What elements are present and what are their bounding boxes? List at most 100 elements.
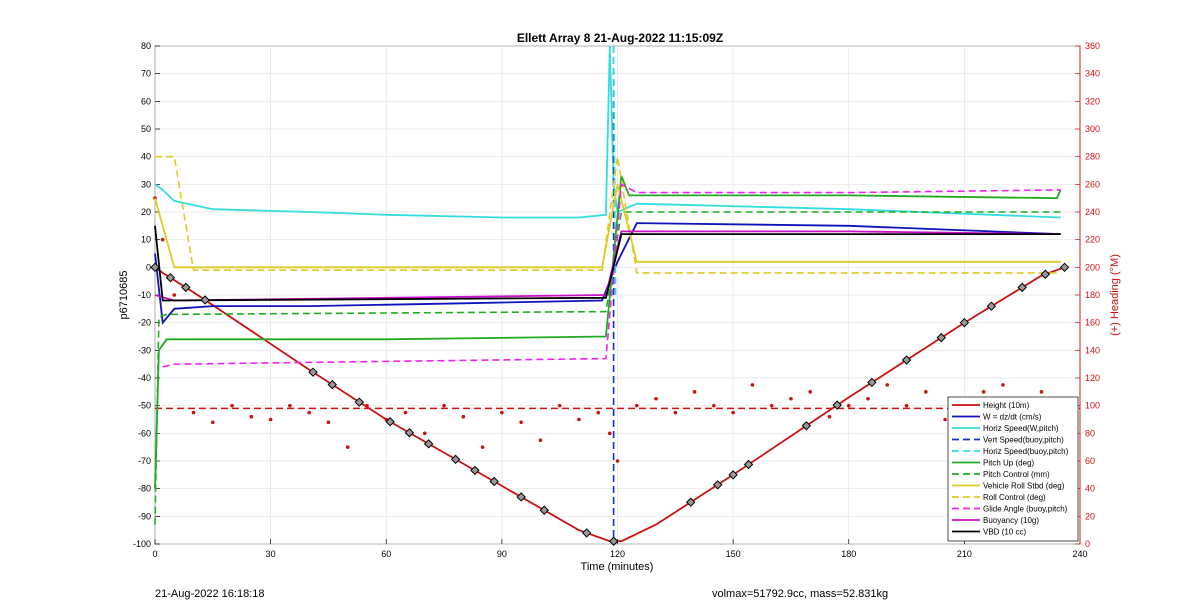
y2-tick-label: 340: [1085, 69, 1100, 79]
heading-point: [634, 403, 639, 408]
y-tick-label: -10: [138, 290, 151, 300]
y-tick-label: -70: [138, 456, 151, 466]
y2-axis-label: (+) Heading (°M): [1109, 254, 1121, 336]
y2-tick-label: 320: [1085, 96, 1100, 106]
height-marker: [686, 497, 696, 507]
heading-point: [230, 403, 234, 408]
height-marker: [181, 282, 191, 293]
y-tick-label: -20: [138, 318, 151, 328]
y-tick-label: 60: [141, 96, 151, 106]
heading-point: [943, 417, 947, 422]
height-marker: [1017, 282, 1027, 293]
legend-label: Buoyancy (10g): [983, 516, 1039, 525]
legend-label: Vert Speed(buoy,pitch): [983, 436, 1064, 445]
heading-point: [731, 410, 735, 415]
x-tick-label: 0: [152, 549, 157, 559]
series-layer: [150, 45, 1080, 546]
x-axis-label: Time (minutes): [581, 561, 654, 573]
heading-point: [866, 396, 870, 401]
y-tick-label: 0: [146, 262, 151, 272]
y2-tick-label: 260: [1085, 179, 1100, 189]
heading-point: [750, 383, 755, 387]
series-line-vehicle-roll-stbd-deg: [154, 184, 1061, 269]
heading-point: [904, 403, 909, 408]
heading-point: [827, 414, 832, 419]
heading-point: [461, 414, 466, 419]
y-tick-label: 10: [141, 235, 151, 245]
height-marker: [404, 428, 415, 438]
x-tick-label: 150: [726, 549, 741, 559]
heading-point: [480, 445, 485, 449]
y-tick-label: 20: [141, 207, 151, 217]
axis-layer: 0 30 60 90 120 150 180 210 240-100-90-80-70-60-5…: [133, 41, 1100, 559]
heading-point: [692, 390, 697, 394]
height-marker: [489, 476, 499, 487]
series-line-pitch-control-mm: [154, 211, 1061, 525]
y-tick-label: -50: [138, 401, 151, 411]
series-line-roll-control-deg: [155, 155, 1061, 274]
heading-point: [249, 414, 254, 419]
heading-point: [981, 390, 986, 394]
legend-label: Horiz Speed(buoy,pitch): [983, 447, 1069, 456]
heading-point: [519, 420, 523, 425]
legend-label: Pitch Up (deg): [983, 459, 1034, 468]
height-marker: [470, 465, 480, 476]
y-tick-label: -100: [133, 539, 151, 549]
heading-point: [422, 431, 427, 436]
x-tick-label: 90: [497, 549, 507, 559]
y-tick-label: -30: [138, 345, 151, 355]
y2-tick-label: 0: [1085, 539, 1090, 549]
series-line-pitch-up-deg: [154, 175, 1062, 489]
legend: Height (10m) W = dz/dt (cm/s) Horiz Speed(…: [947, 396, 1079, 542]
y-tick-label: -60: [138, 428, 151, 438]
height-marker: [200, 295, 210, 305]
y-tick-label: 80: [141, 41, 151, 51]
heading-point: [846, 403, 851, 408]
heading-point: [172, 293, 177, 297]
y-tick-label: -80: [138, 484, 151, 494]
y2-tick-label: 160: [1085, 318, 1100, 328]
heading-point: [808, 390, 813, 394]
legend-label: W = dz/dt (cm/s): [983, 413, 1042, 422]
height-marker: [959, 317, 970, 328]
series-line-glide-angle-buoy-pitch: [162, 183, 1061, 368]
series-line-horiz-speed-w-pitch: [154, 45, 1061, 219]
height-marker: [986, 301, 997, 311]
y-tick-label: -40: [138, 373, 151, 383]
heading-point: [607, 431, 612, 436]
x-tick-label: 30: [266, 549, 276, 559]
x-tick-label: 60: [381, 549, 391, 559]
heading-point: [596, 410, 601, 415]
legend-label: VBD (10 cc): [983, 528, 1026, 537]
height-marker: [423, 439, 434, 449]
y2-tick-label: 180: [1085, 290, 1100, 300]
legend-label: Horiz Speed(W,pitch): [983, 424, 1059, 433]
height-marker: [1059, 262, 1070, 273]
heading-point: [712, 403, 716, 408]
legend-label: Vehicle Roll Stbd (deg): [983, 482, 1065, 491]
heading-point: [673, 410, 678, 415]
heading-point: [557, 403, 562, 408]
y-tick-label: 70: [141, 69, 151, 79]
x-tick-label: 120: [610, 549, 625, 559]
legend-label: Glide Angle (buoy,pitch): [983, 505, 1068, 514]
height-marker: [936, 332, 946, 343]
heading-point: [1001, 383, 1005, 387]
y-tick-label: 50: [141, 124, 151, 134]
chart-title: Ellett Array 8 21-Aug-2022 11:15:09Z: [517, 31, 723, 45]
heading-point: [885, 383, 890, 387]
height-marker: [539, 505, 549, 515]
y2-tick-label: 60: [1085, 456, 1095, 466]
height-marker: [867, 377, 877, 388]
y2-tick-label: 280: [1085, 152, 1100, 162]
y2-tick-label: 360: [1085, 41, 1100, 51]
y2-tick-label: 40: [1085, 484, 1095, 494]
height-marker: [327, 379, 337, 390]
heading-point: [288, 403, 292, 408]
heading-point: [160, 237, 165, 242]
y2-tick-label: 80: [1085, 428, 1095, 438]
legend-label: Pitch Control (mm): [983, 470, 1050, 479]
heading-point: [538, 438, 543, 443]
y-tick-label: -90: [138, 511, 151, 521]
